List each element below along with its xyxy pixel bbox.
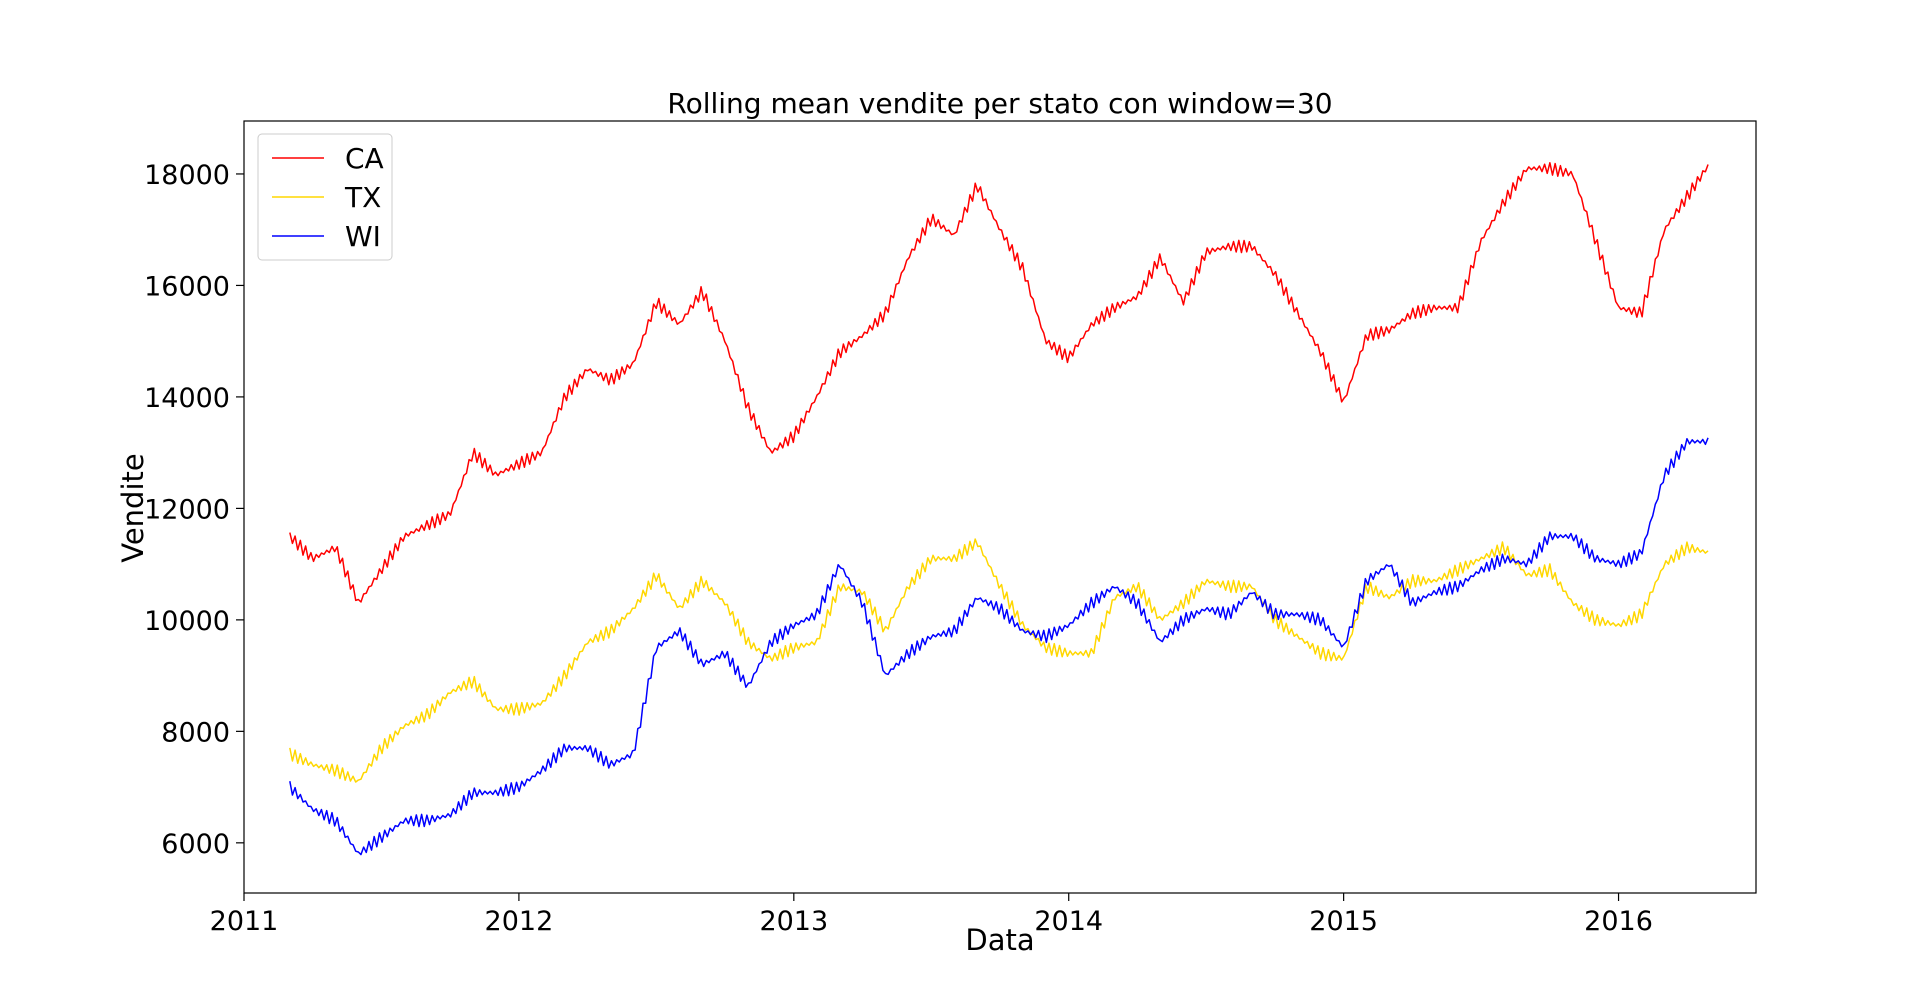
series-line-ca xyxy=(289,162,1709,603)
legend-label-wi: WI xyxy=(345,220,381,253)
y-tick-label: 6000 xyxy=(161,829,230,860)
x-tick-label: 2016 xyxy=(1584,906,1653,937)
plot-area-frame xyxy=(243,120,1757,894)
x-tick-label: 2014 xyxy=(1034,906,1103,937)
x-tick-label: 2013 xyxy=(759,906,828,937)
legend-label-tx: TX xyxy=(344,181,381,214)
series-line-wi xyxy=(289,437,1709,856)
chart-title: Rolling mean vendite per stato con windo… xyxy=(667,87,1332,120)
y-axis-label: Vendite xyxy=(116,453,150,563)
x-axis-label: Data xyxy=(965,923,1034,957)
legend-label-ca: CA xyxy=(345,142,384,175)
y-tick-label: 18000 xyxy=(144,160,230,191)
y-tick-label: 12000 xyxy=(144,494,230,525)
x-axis-ticks: 2011 2012 2013 2014 2015 2016 xyxy=(210,893,1653,937)
x-tick-label: 2012 xyxy=(485,906,554,937)
y-tick-label: 14000 xyxy=(144,383,230,414)
y-tick-label: 10000 xyxy=(144,606,230,637)
y-axis-ticks: 6000 8000 10000 12000 14000 16000 18000 xyxy=(144,160,244,860)
series-layer xyxy=(289,162,1709,856)
x-tick-label: 2015 xyxy=(1309,906,1378,937)
legend-box xyxy=(257,133,393,261)
legend: CA TX WI xyxy=(257,133,393,261)
y-tick-label: 8000 xyxy=(161,717,230,748)
series-line-tx xyxy=(289,538,1709,783)
x-tick-label: 2011 xyxy=(210,906,279,937)
y-tick-label: 16000 xyxy=(144,271,230,302)
